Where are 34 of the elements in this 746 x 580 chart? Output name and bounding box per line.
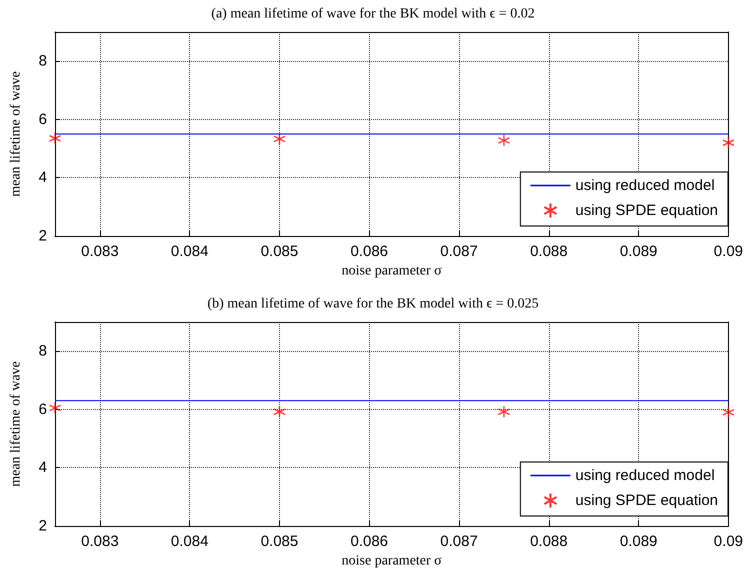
- y-axis-title: mean lifetime of wave: [8, 71, 24, 197]
- chart-title: (a) mean lifetime of wave for the BK model with ϵ = 0.02: [211, 6, 535, 22]
- legend-label: using SPDE equation: [575, 492, 718, 509]
- y-tick-label: 6: [38, 400, 47, 418]
- x-tick-label: 0.087: [440, 243, 478, 260]
- x-tick-label: 0.084: [170, 243, 208, 260]
- x-axis-title: noise parameter σ: [342, 554, 442, 568]
- y-tick-label: 8: [38, 52, 47, 70]
- legend-label: using reduced model: [575, 177, 715, 194]
- x-tick-label: 0.086: [350, 243, 388, 260]
- x-tick-label: 0.083: [81, 243, 119, 260]
- chart-title: (b) mean lifetime of wave for the BK model with ϵ = 0.025: [207, 296, 539, 312]
- x-tick-label: 0.083: [81, 533, 119, 550]
- y-tick-label: 4: [38, 169, 47, 186]
- x-tick-label: 0.084: [170, 533, 208, 550]
- y-tick-label: 2: [38, 518, 47, 534]
- legend-label: using reduced model: [575, 467, 715, 484]
- legend-label: using SPDE equation: [575, 202, 718, 219]
- x-tick-label: 0.088: [530, 243, 568, 260]
- y-tick-label: 6: [38, 110, 47, 128]
- x-tick-label: 0.089: [620, 533, 658, 550]
- y-tick-label: 4: [38, 459, 47, 476]
- x-tick-label: 0.088: [530, 533, 568, 550]
- x-tick-label: 0.09: [714, 533, 744, 550]
- x-tick-label: 0.085: [260, 533, 298, 550]
- x-tick-label: 0.085: [260, 243, 298, 260]
- x-axis-title: noise parameter σ: [342, 264, 442, 278]
- x-tick-label: 0.086: [350, 533, 388, 550]
- x-tick-label: 0.09: [714, 243, 744, 260]
- y-tick-label: 2: [38, 228, 47, 244]
- x-tick-label: 0.089: [620, 243, 658, 260]
- y-axis-title: mean lifetime of wave: [8, 361, 24, 487]
- x-tick-label: 0.087: [440, 533, 478, 550]
- y-tick-label: 8: [38, 342, 47, 360]
